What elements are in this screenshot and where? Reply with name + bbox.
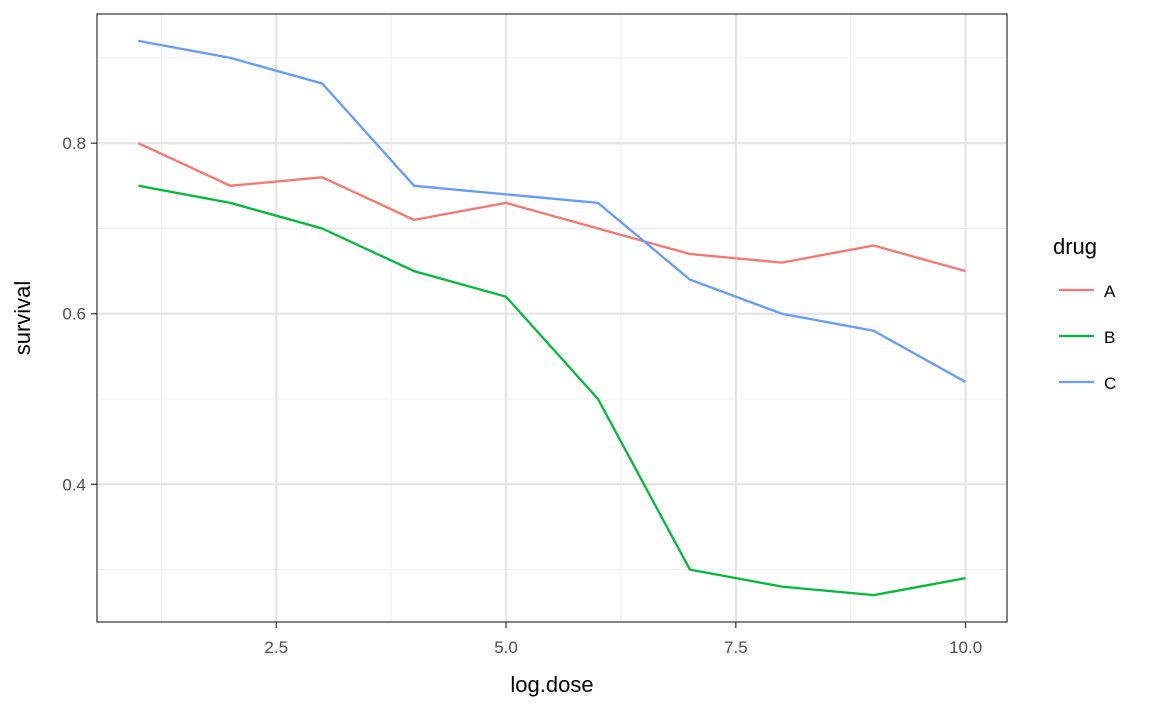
legend-label-A: A (1104, 282, 1116, 301)
y-tick-label: 0.4 (62, 475, 86, 494)
legend-title: drug (1053, 234, 1097, 259)
x-tick-label: 10.0 (949, 638, 982, 657)
minor-gridlines (97, 14, 1007, 622)
x-tick-label: 5.0 (494, 638, 518, 657)
series-line-C (138, 39, 967, 384)
series-lines (137, 39, 967, 597)
legend: drug A B C (1053, 234, 1116, 393)
plot-panel-border (96, 13, 1008, 623)
x-axis-title: log.dose (510, 672, 593, 697)
x-tick-label: 2.5 (264, 638, 288, 657)
y-axis: 0.4 0.6 0.8 (62, 134, 97, 494)
series-line-B (138, 184, 966, 597)
major-gridlines (97, 14, 1007, 622)
series-line-A (137, 142, 966, 273)
x-tick-label: 7.5 (724, 638, 748, 657)
y-tick-label: 0.8 (62, 134, 86, 153)
x-axis: 2.5 5.0 7.5 10.0 (264, 622, 982, 657)
legend-label-C: C (1104, 374, 1116, 393)
y-axis-title: survival (10, 281, 35, 356)
legend-label-B: B (1104, 328, 1115, 347)
y-tick-label: 0.6 (62, 305, 86, 324)
